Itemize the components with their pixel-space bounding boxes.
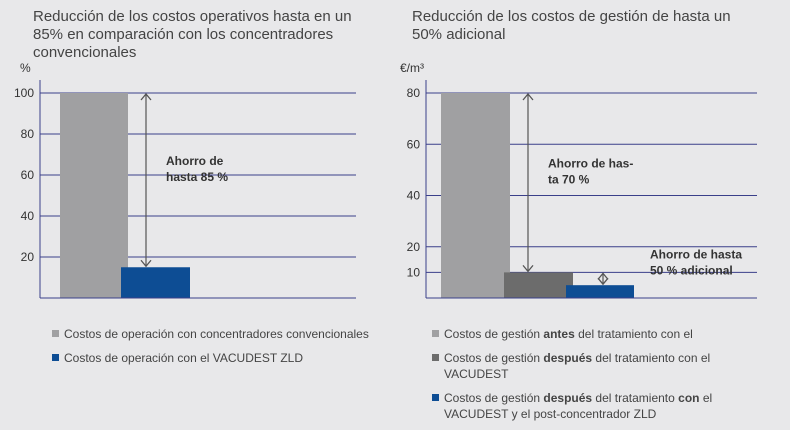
savings-annotation: ta 70 %	[548, 173, 590, 187]
legend-swatch	[432, 354, 439, 361]
savings-annotation: Ahorro de hasta	[650, 247, 742, 261]
legend-text: Costos de gestión	[444, 351, 544, 365]
y-tick-label: 100	[14, 86, 34, 100]
legend-left: Costos de operación con concentradores c…	[52, 326, 392, 374]
y-tick-label: 20	[21, 250, 35, 264]
arrow-head-up	[140, 92, 152, 101]
legend-item: Costos de operación con el VACUDEST ZLD	[52, 350, 392, 366]
arrow-head-up	[522, 92, 534, 101]
chart-left: % 20 40 60 80 100 Ahorro de hasta 85 %	[14, 61, 356, 299]
savings-annotation: Ahorro de	[166, 154, 224, 168]
y-axis-label: %	[20, 61, 31, 75]
bar	[566, 285, 634, 298]
y-tick-label: 10	[407, 265, 421, 279]
bar	[60, 93, 128, 298]
arrow-head-down	[140, 259, 152, 268]
bar	[504, 272, 573, 298]
bar	[441, 93, 510, 298]
legend-item: Costos de operación con concentradores c…	[52, 326, 392, 342]
y-tick-label: 40	[21, 209, 35, 223]
y-axis-label: €/m³	[400, 61, 424, 75]
legend-item: Costos de gestión después del tratamient…	[432, 350, 777, 382]
arrow-head-up	[597, 272, 609, 280]
legend-text: del tratamiento con el VACUDEST	[444, 351, 711, 381]
arrow-head-down	[597, 277, 609, 286]
y-tick-label: 60	[21, 168, 35, 182]
legend-item: Costos de gestión antes del tratamiento …	[432, 326, 777, 342]
legend-text: Costos de gestión	[444, 391, 544, 405]
legend-text: después	[543, 351, 593, 365]
legend-text: con	[678, 391, 700, 405]
legend-text: del tratamiento	[592, 391, 679, 405]
chart-left-title: Reducción de los costos operativos hasta…	[33, 8, 352, 61]
savings-annotation: 50 % adicional	[650, 263, 733, 277]
bar	[121, 267, 190, 298]
y-tick-label: 80	[407, 86, 421, 100]
legend-swatch	[432, 394, 439, 401]
y-tick-label: 60	[407, 137, 421, 151]
savings-annotation: hasta 85 %	[166, 170, 228, 184]
savings-annotation: Ahorro de has-	[548, 157, 633, 171]
y-tick-label: 40	[407, 189, 421, 203]
legend-item: Costos de gestión después del tratamient…	[432, 390, 777, 422]
chart-right: €/m³ 10 20 40 60 80 Ahorro de has-ta 70 % Ahorr…	[400, 61, 757, 299]
legend-right: Costos de gestión antes del tratamiento …	[432, 326, 777, 430]
legend-text: del tratamiento con el	[574, 327, 693, 341]
legend-swatch	[432, 330, 439, 337]
legend-text: después	[543, 391, 593, 405]
legend-text: Costos de gestión	[444, 327, 544, 341]
chart-right-title: Reducción de los costos de gestión de ha…	[412, 8, 731, 43]
legend-swatch	[52, 330, 59, 337]
y-tick-label: 80	[21, 127, 35, 141]
arrow-head-down	[522, 264, 534, 273]
legend-text: Costos de operación con el VACUDEST ZLD	[64, 351, 303, 365]
legend-text: Costos de operación con concentradores c…	[64, 327, 369, 341]
legend-swatch	[52, 354, 59, 361]
legend-text: antes	[543, 327, 575, 341]
y-tick-label: 20	[407, 240, 421, 254]
